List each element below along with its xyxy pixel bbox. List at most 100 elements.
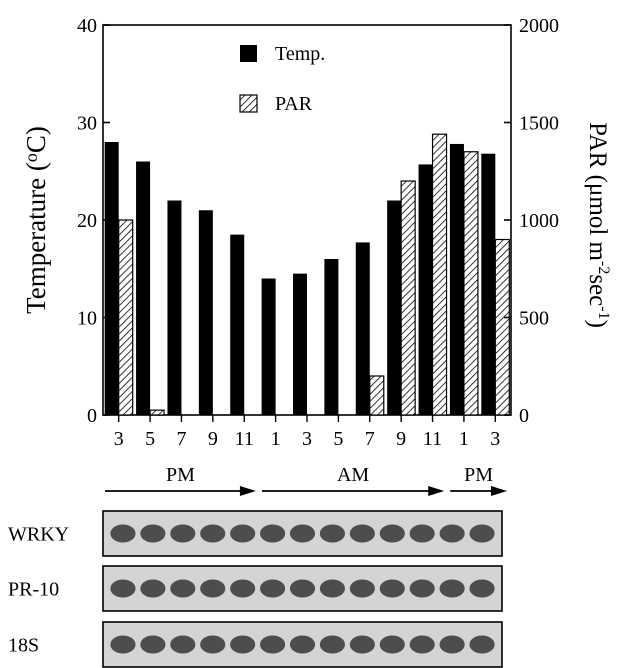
par-bar: [464, 152, 478, 415]
blot-band: [260, 580, 285, 598]
legend-par-label: PAR: [275, 93, 313, 115]
blot-band: [350, 580, 375, 598]
period-arrow-head: [240, 486, 256, 496]
x-tick-label: 7: [176, 428, 186, 450]
time-periods: PM AM PM: [105, 464, 507, 496]
legend-temp-label: Temp.: [275, 43, 325, 65]
x-tick-label: 3: [490, 428, 500, 450]
blot-row-label: PR-10: [8, 579, 59, 601]
right-tick-label: 2000: [519, 15, 559, 37]
x-tick-label: 1: [271, 428, 281, 450]
y-axis-right-label: PAR (μmol m-2sec-1): [584, 122, 612, 328]
blot-band: [380, 580, 405, 598]
blot-band: [469, 636, 494, 654]
x-tick-label: 1: [459, 428, 469, 450]
blot-band: [469, 525, 494, 543]
par-bar: [370, 376, 384, 415]
blot-panel: WRKY PR-10 18S: [8, 511, 502, 667]
blot-band: [140, 525, 165, 543]
blot-band: [200, 580, 225, 598]
blot-band: [440, 580, 465, 598]
temp-bar: [450, 144, 464, 415]
temp-bar: [230, 235, 244, 415]
blot-row-label: 18S: [8, 635, 39, 657]
period-arrow-head: [428, 486, 444, 496]
blot-band: [170, 525, 195, 543]
temp-bar: [481, 154, 495, 415]
blot-band: [110, 636, 135, 654]
right-tick-label: 1500: [519, 113, 559, 135]
blot-band: [170, 636, 195, 654]
right-tick-label: 0: [519, 405, 529, 427]
right-tick-label: 1000: [519, 210, 559, 232]
par-bar: [401, 181, 415, 415]
x-tick-label: 7: [365, 428, 375, 450]
blot-band: [380, 636, 405, 654]
x-tick-label: 11: [423, 428, 442, 450]
x-tick-label: 9: [208, 428, 218, 450]
left-tick-label: 30: [77, 113, 97, 135]
legend-par-swatch: [240, 95, 257, 112]
temp-bar: [199, 210, 213, 415]
blot-band: [410, 580, 435, 598]
blot-band: [350, 636, 375, 654]
x-tick-label: 5: [333, 428, 343, 450]
blot-band: [410, 525, 435, 543]
blot-band: [380, 525, 405, 543]
blot-band: [200, 636, 225, 654]
temp-bar: [293, 274, 307, 415]
blot-band: [320, 636, 345, 654]
legend-temp-swatch: [240, 45, 257, 62]
blot-row-label: WRKY: [8, 524, 69, 546]
y-axis-left-label: Temperature (oC): [21, 126, 51, 314]
period-label: PM: [166, 464, 195, 486]
blot-band: [230, 525, 255, 543]
blot-band: [110, 525, 135, 543]
blot-band: [140, 636, 165, 654]
temp-bar: [167, 201, 181, 416]
left-tick-label: 40: [77, 15, 97, 37]
blot-band: [200, 525, 225, 543]
x-tick-label: 5: [145, 428, 155, 450]
blot-band: [320, 525, 345, 543]
blot-band: [350, 525, 375, 543]
temp-bar: [105, 142, 119, 415]
x-tick-label: 11: [235, 428, 254, 450]
blot-band: [440, 525, 465, 543]
right-axis: 0 500 1000 1500 2000: [504, 15, 559, 427]
blot-band: [260, 525, 285, 543]
par-bar: [150, 410, 164, 415]
right-tick-label: 500: [519, 308, 549, 330]
blot-band: [440, 636, 465, 654]
period-arrow-head: [491, 486, 507, 496]
x-tick-label: 3: [114, 428, 124, 450]
blot-band: [410, 636, 435, 654]
x-axis: 3 5 7 9 11 1 3 5 7 9 11 1 3: [114, 415, 501, 450]
blot-band: [260, 636, 285, 654]
blot-band: [230, 636, 255, 654]
blot-band: [170, 580, 195, 598]
temp-bar: [324, 259, 338, 415]
period-label: PM: [464, 464, 493, 486]
legend: Temp. PAR: [240, 43, 325, 115]
blot-band: [290, 636, 315, 654]
blot-band: [290, 525, 315, 543]
left-tick-label: 20: [77, 210, 97, 232]
temp-bar: [356, 242, 370, 415]
x-tick-label: 3: [302, 428, 312, 450]
left-tick-label: 0: [87, 405, 97, 427]
blot-band: [110, 580, 135, 598]
temp-bar: [387, 201, 401, 416]
blot-band: [230, 580, 255, 598]
degree-o: o: [21, 153, 41, 162]
x-tick-label: 9: [396, 428, 406, 450]
period-label: AM: [337, 464, 369, 486]
left-tick-label: 10: [77, 308, 97, 330]
par-bar: [433, 134, 447, 415]
temp-bar: [136, 162, 150, 416]
par-bar: [495, 240, 509, 416]
blot-band: [320, 580, 345, 598]
temp-bar: [262, 279, 276, 416]
